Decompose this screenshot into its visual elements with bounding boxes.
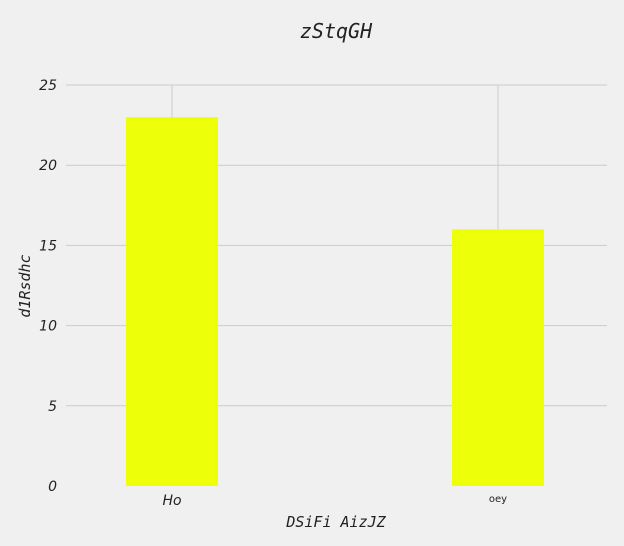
bar-oey <box>452 229 544 487</box>
x-axis-label: DSiFi AizJZ <box>285 513 386 531</box>
bar-Ho <box>126 117 218 486</box>
x-tick-label-1: oey <box>489 494 507 505</box>
y-tick-label-0: 0 <box>48 479 57 495</box>
chart-title: zStqGH <box>300 19 373 43</box>
y-tick-label-15: 15 <box>39 238 57 254</box>
y-tick-label-10: 10 <box>39 319 57 335</box>
x-tick-label-0: Ho <box>162 493 181 509</box>
y-tick-label-20: 20 <box>39 158 57 174</box>
y-tick-label-25: 25 <box>39 78 57 94</box>
y-tick-labels: 0 5 10 15 20 25 <box>39 78 57 495</box>
y-tick-label-5: 5 <box>48 399 57 415</box>
bars <box>126 117 544 487</box>
y-axis-label: d1Rsdhc <box>16 254 34 317</box>
x-tick-labels: Ho oey <box>162 493 507 509</box>
